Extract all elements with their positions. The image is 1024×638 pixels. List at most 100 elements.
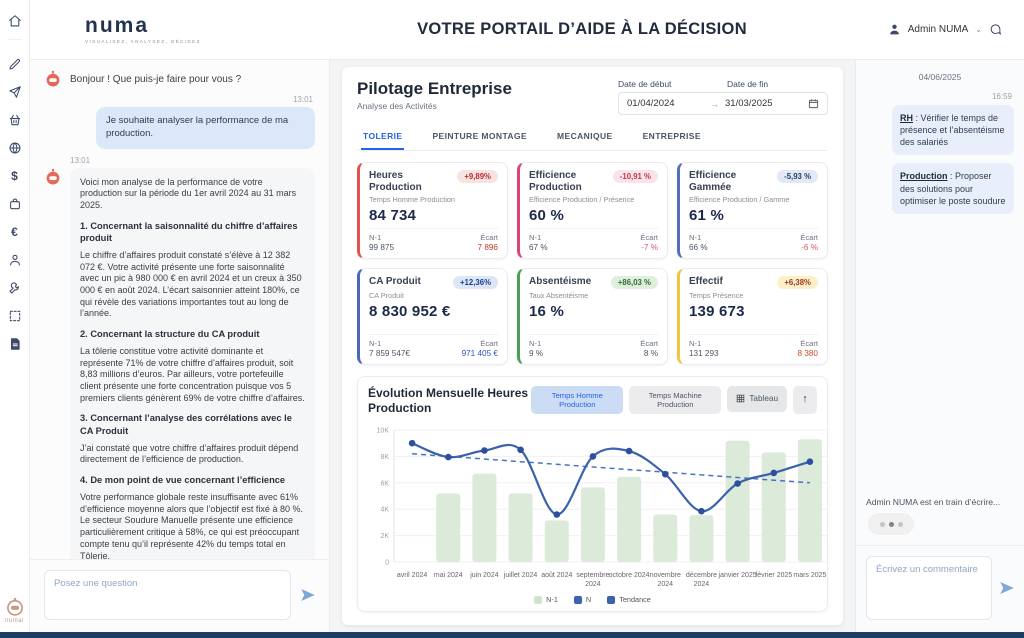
sidebar-item-bag[interactable]: [7, 196, 22, 211]
n1-label: N-1: [529, 339, 542, 348]
send-comment-button[interactable]: [998, 579, 1016, 597]
dashboard-tabs: TOLERIE PEINTURE MONTAGE MECANIQUE ENTRE…: [357, 125, 828, 151]
question-input-card[interactable]: [44, 570, 291, 620]
kpi-variation-badge: -5,93 %: [777, 170, 818, 183]
kpi-card-effectif[interactable]: Effectif +6,38% Temps Présence 139 673 N…: [677, 268, 828, 365]
toggle-temps-homme-button[interactable]: Temps Homme Production: [531, 386, 624, 415]
sidebar-item-home[interactable]: [7, 0, 22, 40]
sidebar-item-edit[interactable]: [7, 56, 22, 71]
legend-item-N[interactable]: N: [573, 595, 591, 604]
comments-list[interactable]: 04/06/2025 16:59 RH : Vérifier le temps …: [856, 60, 1024, 497]
sidebar-item-send[interactable]: [7, 84, 22, 99]
kpi-variation-badge: +6,38%: [777, 276, 818, 289]
sidebar-item-selection[interactable]: [7, 308, 22, 323]
account-menu[interactable]: Admin NUMA ⌄: [834, 23, 1024, 36]
n1-value: 67 %: [529, 243, 548, 252]
chat-input-bar: [30, 559, 329, 632]
n1-value: 99 875: [369, 243, 395, 252]
comments-date: 04/06/2025: [918, 72, 962, 82]
sidebar-item-dollar[interactable]: $: [7, 168, 22, 183]
svg-text:avril 2024: avril 2024: [397, 572, 427, 579]
kpi-variation-badge: -10,91 %: [612, 170, 658, 183]
analysis-heading-4: 4. De mon point de vue concernant l’effi…: [80, 475, 286, 486]
comments-panel: 04/06/2025 16:59 RH : Vérifier le temps …: [855, 60, 1024, 632]
note-card-production[interactable]: Production : Proposer des solutions pour…: [892, 163, 1014, 214]
question-input[interactable]: [54, 578, 281, 612]
date-start-value[interactable]: 01/04/2024: [627, 98, 675, 109]
table-icon: [737, 395, 745, 403]
main-area: Pilotage Entreprise Analyse des Activité…: [330, 60, 855, 632]
ecart-value: -6 %: [801, 243, 818, 252]
ecart-value: 8 %: [643, 349, 658, 358]
note-text: : Vérifier le temps de présence et l’abs…: [900, 113, 1005, 148]
n1-label: N-1: [689, 233, 702, 242]
sidebar-item-euro[interactable]: €: [7, 224, 22, 239]
sidebar-item-globe[interactable]: [7, 140, 22, 155]
kpi-title: Efficience Production: [529, 170, 582, 193]
kpi-card-efficience-production[interactable]: Efficience Production -10,91 % Efficienc…: [517, 162, 668, 259]
note-tag: RH: [900, 113, 913, 123]
chart-header: Évolution Mensuelle Heures Production Te…: [368, 386, 817, 416]
kpi-variation-badge: +9,89%: [457, 170, 498, 183]
wrench-icon: [9, 281, 19, 293]
kpi-card-absenteisme[interactable]: Absentéisme +86,03 % Taux Absentéisme 16…: [517, 268, 668, 365]
sidebar-item-document[interactable]: [7, 336, 22, 351]
kpi-card-heures-production[interactable]: Heures Production +9,89% Temps Homme Pro…: [357, 162, 508, 259]
sidebar-item-basket[interactable]: [7, 112, 22, 127]
calendar-icon[interactable]: [808, 98, 819, 109]
bot-avatar: [46, 168, 60, 185]
svg-text:2024: 2024: [585, 581, 601, 588]
kpi-card-efficience-gammee[interactable]: Efficience Gammée -5,93 % Efficience Pro…: [677, 162, 828, 259]
comment-input[interactable]: [876, 564, 982, 612]
send-button[interactable]: [299, 586, 317, 604]
home-icon: [8, 15, 21, 27]
basket-icon: [9, 114, 20, 125]
sidebar-item-tools[interactable]: [7, 280, 22, 295]
tableau-button[interactable]: Tableau: [727, 386, 787, 412]
analysis-heading-2: 2. Concernant la structure du CA produit: [80, 328, 260, 339]
date-end-value[interactable]: 31/03/2025: [725, 98, 773, 109]
ecart-value: -7 %: [641, 243, 658, 252]
kpi-grid: Heures Production +9,89% Temps Homme Pro…: [357, 162, 828, 365]
svg-text:octobre 2024: octobre 2024: [609, 572, 650, 579]
tab-tolerie[interactable]: TOLERIE: [361, 125, 405, 150]
bot-avatar: [46, 70, 60, 87]
toggle-temps-machine-button[interactable]: Temps Machine Production: [629, 386, 722, 415]
note-card-rh[interactable]: RH : Vérifier le temps de présence et l’…: [892, 105, 1014, 156]
n1-label: N-1: [689, 339, 702, 348]
legend-item-N-1[interactable]: N-1: [534, 595, 558, 604]
analysis-body-4: Votre performance globale reste insuffis…: [80, 492, 303, 559]
kpi-title: CA Produit: [369, 276, 421, 287]
bot-analysis-row: Voici mon analyse de la performance de v…: [44, 167, 315, 559]
dollar-icon: $: [11, 168, 18, 183]
tab-entreprise[interactable]: ENTREPRISE: [642, 131, 701, 141]
monthly-hours-chart[interactable]: 0 2K 4K 6K 8K 10K avril 2024 mai 2024 juin 2024 j…: [368, 422, 836, 594]
ecart-value: 8 380: [797, 349, 819, 358]
ecart-label: Écart: [640, 339, 658, 348]
kpi-title: Heures Production: [369, 170, 422, 193]
kpi-card-ca-produit[interactable]: CA Produit +12,36% CA Produit 8 830 952 …: [357, 268, 508, 365]
tab-peinture-montage[interactable]: PEINTURE MONTAGE: [432, 131, 528, 141]
brand: numa VISUALISEZ, ANALYSEZ, DÉCIDEZ: [30, 15, 330, 44]
chat-messages[interactable]: Bonjour ! Que puis-je faire pour vous ? …: [30, 60, 329, 559]
brand-logo: numa: [85, 14, 150, 37]
tab-mecanique[interactable]: MECANIQUE: [557, 131, 613, 141]
svg-text:4K: 4K: [380, 507, 389, 514]
bot-greeting-row: Bonjour ! Que puis-je faire pour vous ?: [44, 70, 315, 88]
n1-label: N-1: [369, 233, 382, 242]
legend-item-Tendance[interactable]: Tendance: [607, 595, 651, 604]
chart-legend: N-1 N Tendance: [368, 594, 817, 607]
date-range-picker[interactable]: 01/04/2024 → 31/03/2025: [618, 92, 828, 115]
ecart-value: 7 896: [477, 243, 499, 252]
dashboard-title: Pilotage Entreprise: [357, 79, 512, 98]
sidebar-item-user[interactable]: [7, 252, 22, 267]
typing-indicator: Admin NUMA est en train d’écrire...: [856, 497, 1024, 545]
user-message: Je souhaite analyser la performance de m…: [96, 107, 315, 149]
chart-card: Évolution Mensuelle Heures Production Te…: [357, 376, 828, 612]
analysis-heading-3: 3. Concernant l’analyse des corrélations…: [80, 413, 292, 436]
bot-greeting: Bonjour ! Que puis-je faire pour vous ?: [70, 74, 242, 85]
chat-bubble-icon[interactable]: [989, 23, 1002, 36]
comment-input-card[interactable]: [866, 556, 992, 620]
scroll-top-button[interactable]: ↑: [793, 386, 817, 414]
